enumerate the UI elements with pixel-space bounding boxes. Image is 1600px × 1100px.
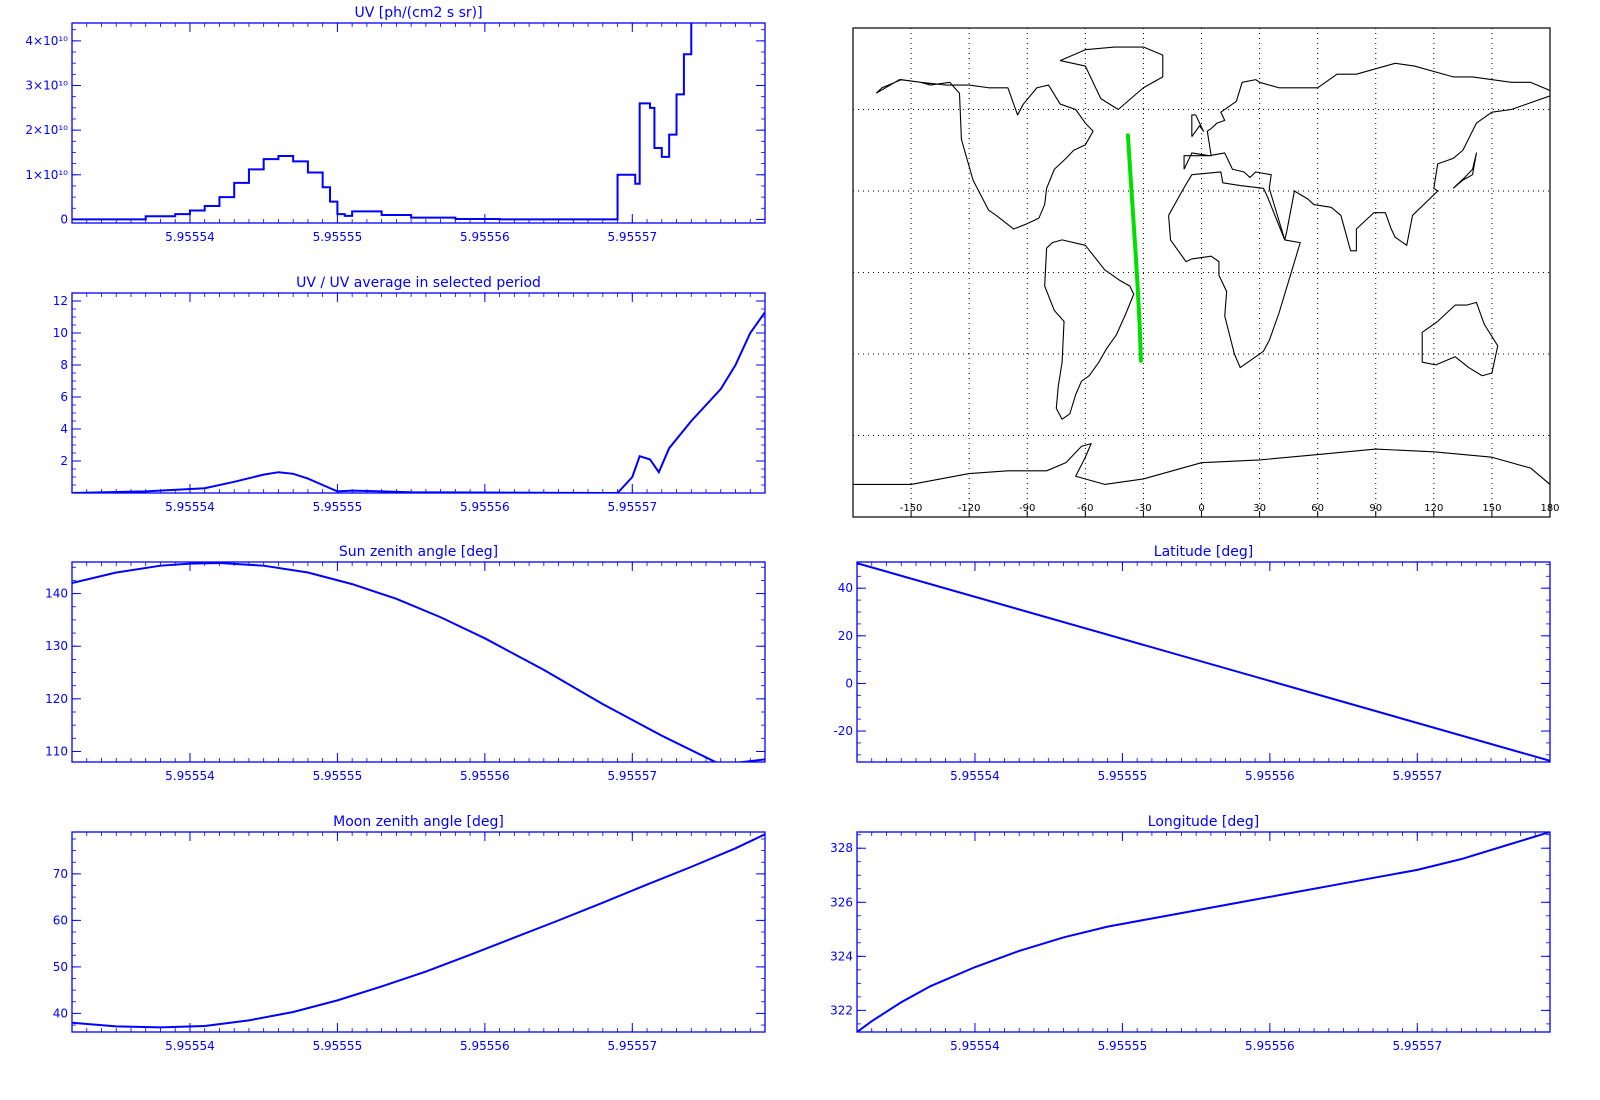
plot-frame bbox=[71, 292, 766, 494]
map-x-tick-label: -60 bbox=[1077, 503, 1093, 514]
series-line bbox=[72, 311, 765, 493]
plot-frame bbox=[856, 561, 1551, 763]
y-tick-label: 40 bbox=[838, 581, 853, 595]
y-tick-label: 2×10¹⁰ bbox=[25, 123, 68, 137]
map-x-tick-label: 120 bbox=[1424, 503, 1443, 514]
y-tick-label: 110 bbox=[45, 744, 68, 758]
coastline-british-isles bbox=[1191, 114, 1204, 137]
y-tick-label: 120 bbox=[45, 692, 68, 706]
plot-frame bbox=[71, 22, 766, 224]
x-tick-label: 5.95554 bbox=[165, 500, 215, 514]
chart-title: Latitude [deg] bbox=[1154, 544, 1253, 560]
plot-frame bbox=[71, 831, 766, 1033]
x-tick-label: 5.95555 bbox=[1098, 769, 1148, 783]
chart-sza: Sun zenith angle [deg] 5.95554 5.95555 5.95… bbox=[45, 544, 766, 783]
map-x-tick-label: -30 bbox=[1135, 503, 1151, 514]
map-x-tick-label: 180 bbox=[1540, 503, 1559, 514]
x-tick-label: 5.95556 bbox=[1245, 769, 1295, 783]
y-tick-label: 130 bbox=[45, 639, 68, 653]
map-x-tick-label: -90 bbox=[1019, 503, 1035, 514]
chart-title: Longitude [deg] bbox=[1148, 814, 1259, 830]
coastline-eurasia bbox=[1183, 62, 1550, 252]
x-tick-label: 5.95556 bbox=[460, 1039, 510, 1053]
map-x-tick-label: 0 bbox=[1198, 503, 1204, 514]
map-panel: -150 -120 -90 -60 -30 0 30 60 90 120 150 180 bbox=[852, 27, 1560, 518]
y-tick-label: 10 bbox=[53, 326, 68, 340]
series-line bbox=[857, 562, 1550, 762]
x-tick-label: 5.95557 bbox=[607, 1039, 657, 1053]
y-tick-label: 326 bbox=[830, 895, 853, 909]
y-tick-label: 12 bbox=[53, 294, 68, 308]
chart-uvratio: UV / UV average in selected period 5.9555… bbox=[53, 275, 766, 514]
x-tick-label: 5.95557 bbox=[607, 500, 657, 514]
x-tick-label: 5.95555 bbox=[313, 230, 363, 244]
y-tick-label: 0 bbox=[60, 212, 68, 226]
x-tick-label: 5.95555 bbox=[313, 769, 363, 783]
satellite-track bbox=[1125, 133, 1143, 363]
chart-uv: UV [ph/(cm2 s sr)] 5.95554 5.95555 5.95556 5… bbox=[25, 5, 766, 244]
x-tick-label: 5.95557 bbox=[607, 230, 657, 244]
y-tick-label: 1×10¹⁰ bbox=[25, 168, 68, 182]
x-tick-label: 5.95556 bbox=[460, 769, 510, 783]
map-x-tick-label: 60 bbox=[1311, 503, 1324, 514]
y-tick-label: 6 bbox=[60, 390, 68, 404]
x-tick-label: 5.95557 bbox=[1392, 769, 1442, 783]
y-tick-label: 50 bbox=[53, 960, 68, 974]
x-tick-label: 5.95555 bbox=[1098, 1039, 1148, 1053]
x-tick-label: 5.95555 bbox=[313, 500, 363, 514]
chart-mza: Moon zenith angle [deg] 5.95554 5.95555 5.9… bbox=[53, 814, 766, 1053]
y-tick-label: 40 bbox=[53, 1006, 68, 1020]
series-line bbox=[72, 562, 765, 762]
y-tick-label: 324 bbox=[830, 949, 853, 963]
chart-lat: Latitude [deg] 5.95554 5.95555 5.95556 5.955… bbox=[833, 544, 1551, 783]
coastline-greenland bbox=[1059, 46, 1164, 111]
y-tick-label: 2 bbox=[60, 454, 68, 468]
plot-frame bbox=[856, 831, 1551, 1033]
x-tick-label: 5.95555 bbox=[313, 1039, 363, 1053]
y-tick-label: 328 bbox=[830, 841, 853, 855]
chart-title: UV [ph/(cm2 s sr)] bbox=[354, 5, 482, 21]
x-tick-label: 5.95557 bbox=[1392, 1039, 1442, 1053]
map-x-tick-label: 90 bbox=[1369, 503, 1382, 514]
y-tick-label: -20 bbox=[833, 724, 853, 738]
plot-frame bbox=[71, 561, 766, 763]
chart-title: Moon zenith angle [deg] bbox=[333, 814, 504, 830]
x-tick-label: 5.95554 bbox=[165, 230, 215, 244]
chart-lon: Longitude [deg] 5.95554 5.95555 5.95556 5.95… bbox=[830, 814, 1551, 1053]
y-tick-label: 0 bbox=[845, 676, 853, 690]
coastline-antarctica bbox=[853, 443, 1550, 485]
x-tick-label: 5.95554 bbox=[165, 1039, 215, 1053]
y-tick-label: 60 bbox=[53, 913, 68, 927]
series-line bbox=[857, 832, 1550, 1032]
y-tick-label: 70 bbox=[53, 867, 68, 881]
chart-title: UV / UV average in selected period bbox=[296, 275, 541, 291]
x-tick-label: 5.95554 bbox=[950, 1039, 1000, 1053]
y-tick-label: 140 bbox=[45, 587, 68, 601]
y-tick-label: 4 bbox=[60, 422, 68, 436]
map-x-tick-label: 150 bbox=[1482, 503, 1501, 514]
coastline-africa bbox=[1168, 171, 1301, 369]
chart-title: Sun zenith angle [deg] bbox=[339, 544, 498, 560]
map-x-tick-label: -120 bbox=[958, 503, 981, 514]
y-tick-label: 3×10¹⁰ bbox=[25, 79, 68, 93]
series-line bbox=[72, 23, 693, 221]
x-tick-label: 5.95556 bbox=[460, 230, 510, 244]
coastline-japan bbox=[1452, 152, 1477, 189]
y-tick-label: 322 bbox=[830, 1003, 853, 1017]
x-tick-label: 5.95556 bbox=[1245, 1039, 1295, 1053]
map-x-tick-label: 30 bbox=[1253, 503, 1266, 514]
x-tick-label: 5.95556 bbox=[460, 500, 510, 514]
coastline-south-america bbox=[1044, 239, 1135, 420]
y-tick-label: 4×10¹⁰ bbox=[25, 34, 68, 48]
series-line bbox=[72, 833, 765, 1029]
y-tick-label: 8 bbox=[60, 358, 68, 372]
coastline-australia bbox=[1421, 301, 1499, 377]
coastline-north-america bbox=[875, 79, 1094, 230]
x-tick-label: 5.95557 bbox=[607, 769, 657, 783]
x-tick-label: 5.95554 bbox=[950, 769, 1000, 783]
x-tick-label: 5.95554 bbox=[165, 769, 215, 783]
y-tick-label: 20 bbox=[838, 629, 853, 643]
map-x-tick-label: -150 bbox=[900, 503, 923, 514]
